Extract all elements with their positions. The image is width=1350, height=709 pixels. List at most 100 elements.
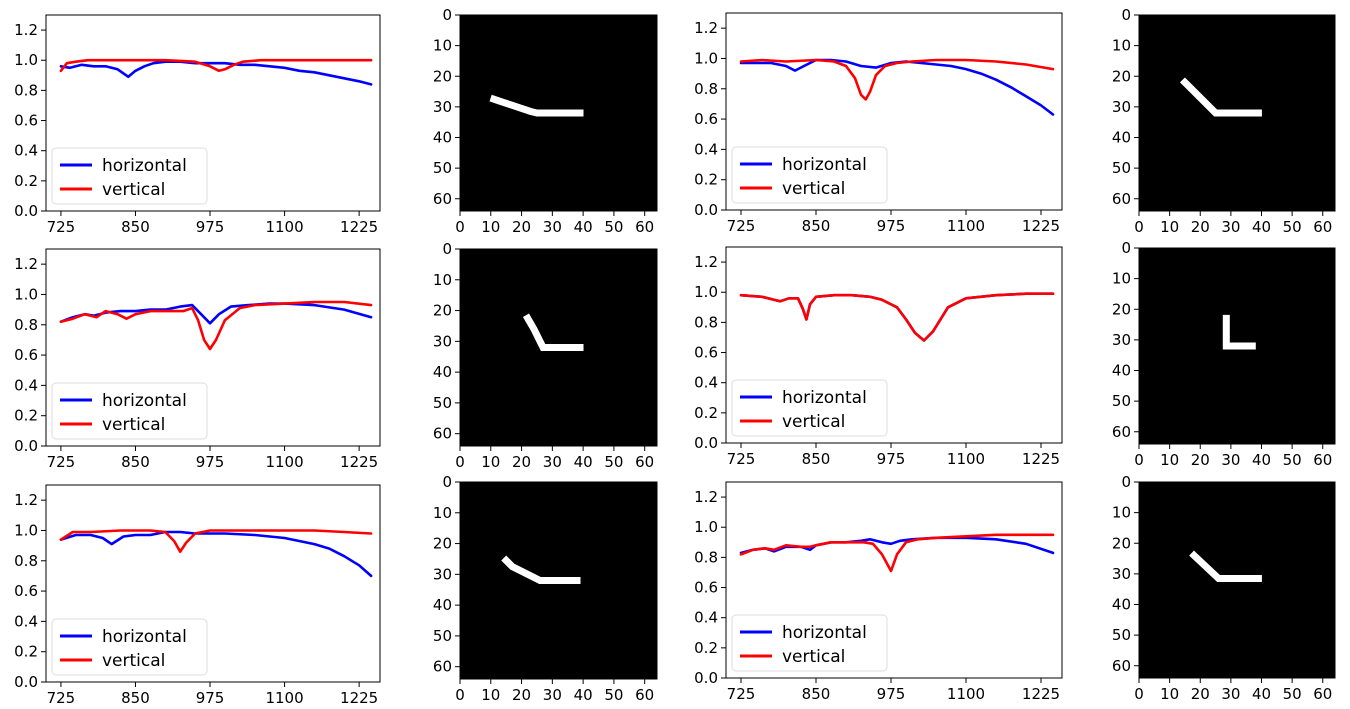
x-tick-label: 60	[635, 218, 654, 236]
legend-label-horizontal: horizontal	[782, 155, 867, 175]
x-tick-label: 1225	[340, 689, 378, 707]
x-tick-label: 725	[727, 450, 756, 468]
x-tick-label: 975	[877, 450, 906, 468]
y-tick-label: 50	[433, 394, 452, 412]
y-tick-label: 0.0	[14, 673, 38, 691]
x-tick-label: 850	[121, 453, 150, 471]
y-tick-label: 0.0	[694, 201, 718, 219]
y-tick-label: 0.6	[14, 112, 38, 130]
x-tick-label: 20	[512, 453, 531, 471]
y-tick-label: 20	[1112, 300, 1131, 318]
y-tick-label: 50	[1112, 626, 1131, 644]
y-tick-label: 0.2	[14, 172, 38, 190]
x-tick-label: 50	[1283, 451, 1302, 469]
mask-shape	[489, 94, 584, 117]
legend-label-vertical: vertical	[782, 179, 845, 199]
series-line-vertical	[739, 533, 1055, 573]
y-tick-label: 0	[442, 473, 452, 491]
y-tick-label: 0.8	[14, 316, 38, 334]
y-tick-label: 40	[1112, 129, 1131, 147]
x-tick-label: 10	[1160, 451, 1179, 469]
y-tick-label: 0.8	[694, 313, 718, 331]
y-tick-label: 0.6	[14, 346, 38, 364]
x-tick-label: 20	[1191, 218, 1210, 236]
y-tick-label: 10	[433, 37, 452, 55]
x-tick-label: 725	[47, 689, 76, 707]
legend-label-vertical: vertical	[782, 412, 845, 432]
legend: horizontal vertical	[51, 147, 208, 205]
x-tick-label: 10	[1160, 685, 1179, 703]
x-tick-label: 50	[604, 218, 623, 236]
x-tick-label: 10	[1160, 218, 1179, 236]
y-tick-label: 30	[433, 332, 452, 350]
y-tick-label: 0.6	[694, 110, 718, 128]
y-tick-label: 10	[1112, 504, 1131, 522]
x-tick-label: 40	[574, 686, 593, 704]
y-tick-label: 0.6	[14, 582, 38, 600]
y-tick-label: 0.8	[14, 81, 38, 99]
y-tick-label: 0.2	[14, 643, 38, 661]
series-line-horizontal	[59, 60, 373, 86]
x-tick-label: 50	[604, 686, 623, 704]
y-tick-label: 0.0	[694, 669, 718, 687]
y-tick-label: 20	[433, 67, 452, 85]
x-tick-label: 60	[635, 453, 654, 471]
x-tick-label: 40	[574, 218, 593, 236]
legend-label-horizontal: horizontal	[782, 388, 867, 408]
y-tick-label: 0.8	[14, 552, 38, 570]
x-tick-label: 1100	[265, 689, 303, 707]
line-panel-row2-col2: 0.0 0.2 0.4 0.6 0.8 1.0 1.2 725 850 975 1100 1225 ho…	[694, 246, 1063, 468]
x-tick-label: 20	[512, 686, 531, 704]
y-tick-label: 30	[1112, 331, 1131, 349]
x-tick-label: 1225	[340, 218, 378, 236]
x-tick-label: 20	[1191, 685, 1210, 703]
x-tick-label: 40	[574, 453, 593, 471]
x-tick-label: 20	[1191, 451, 1210, 469]
y-tick-label: 30	[1112, 565, 1131, 583]
y-tick-label: 50	[433, 159, 452, 177]
series-line-vertical	[59, 300, 373, 351]
y-tick-label: 40	[1112, 596, 1131, 614]
line-panel-row3-col2: 0.0 0.2 0.4 0.6 0.8 1.0 1.2 725 850 975 1100 1225 ho…	[694, 481, 1063, 703]
y-tick-label: 0.0	[694, 434, 718, 452]
y-tick-label: 1.2	[694, 253, 718, 271]
legend: horizontal vertical	[731, 379, 888, 437]
y-tick-label: 30	[1112, 98, 1131, 116]
y-tick-label: 1.2	[14, 491, 38, 509]
legend-label-vertical: vertical	[102, 415, 165, 435]
series-line-vertical	[59, 529, 373, 554]
y-tick-label: 0.6	[694, 344, 718, 362]
series-line-vertical	[59, 58, 373, 73]
x-tick-label: 1225	[340, 453, 378, 471]
x-tick-label: 40	[1252, 685, 1271, 703]
x-tick-label: 975	[877, 217, 906, 235]
y-tick-label: 40	[1112, 362, 1131, 380]
x-tick-label: 975	[196, 218, 225, 236]
x-tick-label: 725	[727, 217, 756, 235]
x-tick-label: 0	[1134, 685, 1144, 703]
y-tick-label: 20	[1112, 534, 1131, 552]
x-tick-label: 975	[877, 685, 906, 703]
x-tick-label: 850	[802, 685, 831, 703]
series-line-horizontal	[59, 530, 373, 578]
y-tick-label: 0.2	[694, 639, 718, 657]
x-tick-label: 0	[455, 686, 465, 704]
y-tick-label: 1.2	[14, 21, 38, 39]
y-tick-label: 0.2	[694, 404, 718, 422]
line-panel-row1-col1: 0.0 0.2 0.4 0.6 0.8 1.0 1.2 725 850 975 1100 1225 ho…	[14, 14, 381, 236]
y-tick-label: 10	[1112, 37, 1131, 55]
line-panel-row3-col1: 0.0 0.2 0.4 0.6 0.8 1.0 1.2 725 850 975 1100 1225 ho…	[14, 484, 381, 707]
x-tick-label: 50	[604, 453, 623, 471]
x-tick-label: 0	[455, 218, 465, 236]
legend: horizontal vertical	[51, 618, 208, 676]
legend-label-vertical: vertical	[102, 180, 165, 200]
mask-shape	[1189, 550, 1262, 582]
x-tick-label: 60	[635, 686, 654, 704]
y-tick-label: 0.6	[694, 579, 718, 597]
y-tick-label: 0.2	[14, 407, 38, 425]
x-tick-label: 975	[196, 689, 225, 707]
x-tick-label: 1100	[947, 450, 985, 468]
